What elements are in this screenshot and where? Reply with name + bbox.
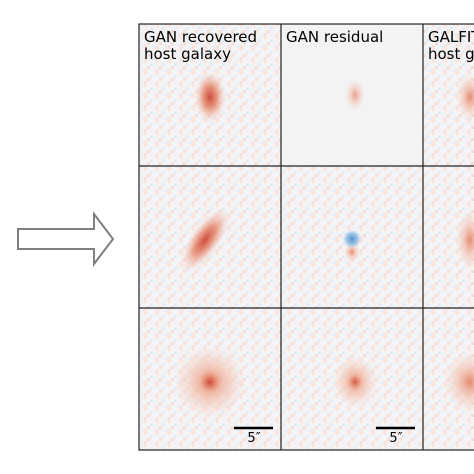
- scale-bar-label: 5″: [247, 431, 260, 446]
- panel-title: host galaxy: [144, 45, 231, 63]
- panel-title: host galaxy: [428, 45, 474, 63]
- galaxy-images: [174, 71, 474, 418]
- scale-bar-label: 5″: [389, 431, 402, 446]
- panel-title: GAN recovered: [144, 28, 257, 46]
- arrow: [17, 211, 115, 267]
- panel-title: GALFIT: [428, 28, 474, 46]
- panel-borders: [138, 23, 474, 451]
- panel-title: GAN residual: [286, 28, 383, 46]
